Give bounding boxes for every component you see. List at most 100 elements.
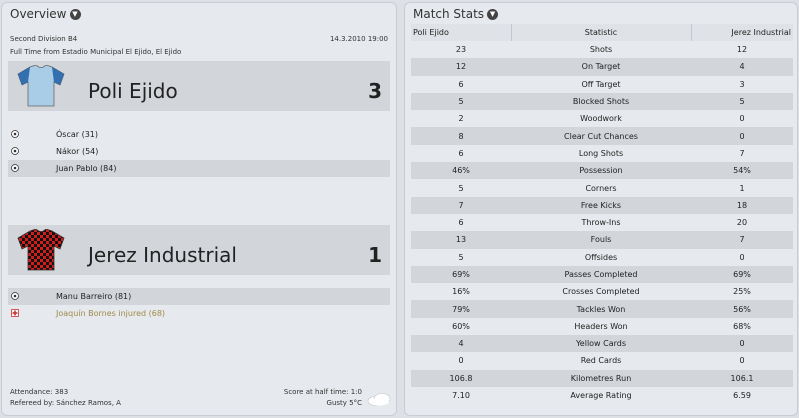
stat-label: Red Cards xyxy=(580,356,622,366)
table-row: 0 Red Cards 0 xyxy=(411,352,793,369)
away-value: 6.59 xyxy=(733,391,751,401)
table-row: 16% Crosses Completed 25% xyxy=(411,283,793,300)
away-value: 4 xyxy=(691,58,793,76)
away-value: 106.1 xyxy=(691,369,793,387)
away-value: 1 xyxy=(739,183,745,193)
table-row: 60% Headers Won 68% xyxy=(411,318,793,335)
home-team-score: 3 xyxy=(368,79,382,103)
table-row: 8 Clear Cut Chances 0 xyxy=(411,127,793,145)
goal-icon xyxy=(11,130,19,138)
goal-scorer[interactable]: Nákor (54) xyxy=(56,147,99,156)
stat-label: Long Shots xyxy=(578,148,624,158)
chevron-down-icon[interactable]: ▼ xyxy=(69,8,81,20)
table-row: 79% Tackles Won 56% xyxy=(411,300,793,318)
home-value: 6 xyxy=(458,218,464,228)
match-meta: Second Division B4 14.3.2010 19:00 xyxy=(10,35,388,43)
stat-label: Free Kicks xyxy=(511,196,691,214)
home-value: 69% xyxy=(411,265,511,284)
table-row: 69% Passes Completed 69% xyxy=(411,265,793,284)
away-value: 0 xyxy=(739,356,745,366)
overview-panel: Overview ▼ Second Division B4 14.3.2010 … xyxy=(1,2,397,416)
home-value: 5 xyxy=(458,183,464,193)
competition-label[interactable]: Second Division B4 xyxy=(10,35,78,43)
home-value: 5 xyxy=(411,92,511,111)
stat-label: Possession xyxy=(511,162,691,180)
away-value: 0 xyxy=(739,114,745,124)
match-stats-header[interactable]: Match Stats ▼ xyxy=(405,3,797,25)
table-row: 46% Possession 54% xyxy=(411,162,793,180)
home-kit-icon xyxy=(17,65,65,107)
stat-label: Tackles Won xyxy=(511,300,691,318)
home-team-band: Poli Ejido 3 xyxy=(8,61,390,111)
home-value: 2 xyxy=(458,114,464,124)
away-value: 0 xyxy=(691,127,793,145)
column-header-away[interactable]: Jerez Industrial xyxy=(691,24,793,41)
away-value: 69% xyxy=(691,265,793,284)
stat-label: Crosses Completed xyxy=(562,287,640,297)
table-row: 6 Throw-Ins 20 xyxy=(411,214,793,231)
match-footer-left: Attendance: 383 Refereed by: Sánchez Ram… xyxy=(10,387,121,409)
home-value: 60% xyxy=(452,321,470,331)
table-row: 6 Off Target 3 xyxy=(411,76,793,93)
table-row: 23 Shots 12 xyxy=(411,41,793,58)
table-row: 6 Long Shots 7 xyxy=(411,145,793,162)
away-event-row: Joaquín Bornes injured (68) xyxy=(8,305,390,322)
stat-label: Shots xyxy=(589,45,613,55)
away-value: 25% xyxy=(733,287,751,297)
table-row: 4 Yellow Cards 0 xyxy=(411,335,793,353)
home-value: 8 xyxy=(411,127,511,145)
home-value: 16% xyxy=(452,287,470,297)
stat-label: Off Target xyxy=(581,79,621,89)
away-value: 0 xyxy=(739,252,745,262)
away-kit-icon xyxy=(17,229,65,271)
home-value: 4 xyxy=(411,335,511,353)
attendance: Attendance: 383 xyxy=(10,388,69,396)
home-team-name[interactable]: Poli Ejido xyxy=(88,79,178,103)
referee[interactable]: Refereed by: Sánchez Ramos, A xyxy=(10,399,121,407)
overview-header[interactable]: Overview ▼ xyxy=(2,3,396,25)
home-value: 106.8 xyxy=(411,369,511,387)
away-team-score: 1 xyxy=(368,243,382,267)
stat-label: Blocked Shots xyxy=(511,92,691,111)
table-row: 7 Free Kicks 18 xyxy=(411,196,793,214)
home-value: 5 xyxy=(458,252,464,262)
stat-label: Passes Completed xyxy=(511,265,691,284)
overview-title: Overview xyxy=(10,7,67,21)
match-stats-title: Match Stats xyxy=(413,7,485,21)
table-row: 7.10 Average Rating 6.59 xyxy=(411,387,793,404)
goal-icon xyxy=(11,147,19,155)
stats-table: Poli Ejido Statistic Jerez Industrial 23… xyxy=(411,24,793,404)
injury-note[interactable]: Joaquín Bornes injured (68) xyxy=(56,309,166,318)
stat-label: Offsides xyxy=(584,252,618,262)
goal-icon xyxy=(11,164,19,172)
column-header-home[interactable]: Poli Ejido xyxy=(411,24,512,41)
halftime-score: Score at half time: 1:0 xyxy=(283,388,362,396)
home-value: 0 xyxy=(458,356,464,366)
home-value: 7 xyxy=(411,196,511,214)
away-value: 54% xyxy=(691,162,793,180)
away-value: 12 xyxy=(736,45,748,55)
stat-label: Yellow Cards xyxy=(511,335,691,353)
home-event-row: Juan Pablo (84) xyxy=(8,160,390,177)
home-value: 46% xyxy=(411,162,511,180)
goal-scorer[interactable]: Manu Barreiro (81) xyxy=(56,292,132,301)
goal-scorer[interactable]: Óscar (31) xyxy=(56,130,99,139)
result-line-row: Full Time from Estadio Municipal El Ejid… xyxy=(10,48,388,56)
table-row: 12 On Target 4 xyxy=(411,58,793,76)
home-event-row: Nákor (54) xyxy=(8,143,390,160)
away-value: 0 xyxy=(691,335,793,353)
away-team-name[interactable]: Jerez Industrial xyxy=(88,243,237,267)
match-datetime: 14.3.2010 19:00 xyxy=(329,35,388,43)
table-row: 5 Offsides 0 xyxy=(411,249,793,266)
stats-header-row: Poli Ejido Statistic Jerez Industrial xyxy=(411,24,793,41)
column-header-statistic[interactable]: Statistic xyxy=(511,24,692,41)
chevron-down-icon[interactable]: ▼ xyxy=(487,8,499,20)
goal-scorer[interactable]: Juan Pablo (84) xyxy=(56,164,117,173)
home-value: 79% xyxy=(411,300,511,318)
weather: Gusty 5°C xyxy=(326,399,362,407)
home-value: 7.10 xyxy=(452,391,470,401)
away-value: 7 xyxy=(691,231,793,249)
away-value: 20 xyxy=(736,218,748,228)
result-line: Full Time from Estadio Municipal El Ejid… xyxy=(10,48,182,56)
away-value: 18 xyxy=(691,196,793,214)
